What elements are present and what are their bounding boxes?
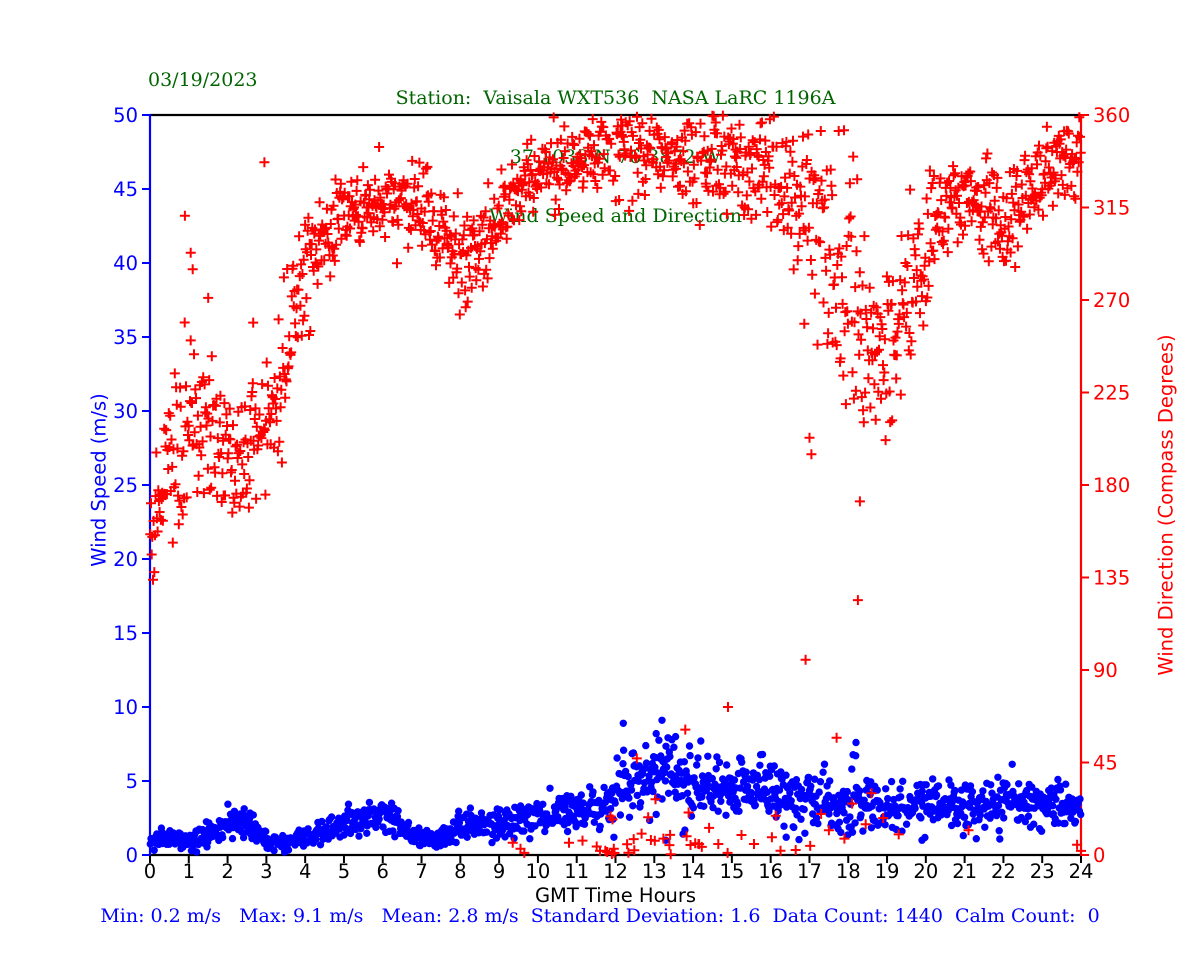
x-tick-label: 10 (526, 860, 551, 883)
y-left-tick-label: 20 (113, 548, 138, 571)
y-right-tick-label: 225 (1093, 382, 1130, 405)
y-right-tick-label: 0 (1093, 844, 1105, 867)
station-title-line: Station: Vaisala WXT536 NASA LaRC 1196A (395, 87, 836, 110)
y-right-tick-label: 360 (1093, 104, 1130, 127)
y-left-tick-label: 15 (113, 622, 138, 645)
y-right-tick-label: 315 (1093, 197, 1130, 220)
x-tick-label: 7 (415, 860, 427, 883)
x-tick-label: 18 (836, 860, 861, 883)
y-right-tick-label: 45 (1093, 752, 1118, 775)
x-tick-label: 12 (603, 860, 628, 883)
x-tick-label: 23 (1030, 860, 1055, 883)
date-label: 03/19/2023 (148, 69, 258, 91)
x-tick-label: 16 (758, 860, 783, 883)
wind-direction-points (145, 110, 1086, 860)
y-left-axis-label: Wind Speed (m/s) (87, 393, 111, 567)
x-tick-label: 21 (952, 860, 977, 883)
x-tick-label: 20 (913, 860, 938, 883)
x-tick-label: 3 (260, 860, 272, 883)
y-left-tick-label: 0 (126, 844, 138, 867)
y-left-tick-label: 25 (113, 474, 138, 497)
y-left-tick-label: 35 (113, 326, 138, 349)
x-tick-label: 4 (299, 860, 311, 883)
y-left-tick-label: 45 (113, 178, 138, 201)
x-tick-label: 8 (454, 860, 466, 883)
x-axis-label: GMT Time Hours (534, 884, 697, 907)
y-left-tick-label: 5 (126, 770, 138, 793)
x-tick-label: 6 (377, 860, 389, 883)
stats-line: Min: 0.2 m/s Max: 9.1 m/s Mean: 2.8 m/s … (100, 905, 1100, 927)
y-left-tick-label: 30 (113, 400, 138, 423)
y-right-tick-label: 180 (1093, 474, 1130, 497)
x-tick-label: 24 (1069, 860, 1094, 883)
y-left-tick-label: 10 (113, 696, 138, 719)
x-tick-label: 9 (493, 860, 505, 883)
x-tick-label: 0 (144, 860, 156, 883)
x-tick-label: 14 (681, 860, 706, 883)
x-tick-label: 19 (875, 860, 900, 883)
y-right-tick-label: 270 (1093, 289, 1130, 312)
x-tick-label: 2 (221, 860, 233, 883)
wind-speed-points (146, 716, 1085, 856)
x-tick-label: 1 (183, 860, 195, 883)
x-tick-label: 15 (719, 860, 744, 883)
y-right-axis-label: Wind Direction (Compass Degrees) (1154, 334, 1178, 676)
y-left-tick-label: 40 (113, 252, 138, 275)
y-right-tick-label: 90 (1093, 659, 1118, 682)
x-tick-label: 11 (564, 860, 589, 883)
x-tick-label: 22 (991, 860, 1016, 883)
x-tick-label: 17 (797, 860, 822, 883)
y-right-tick-label: 135 (1093, 567, 1130, 590)
x-tick-label: 13 (642, 860, 667, 883)
y-left-tick-label: 50 (113, 104, 138, 127)
x-tick-label: 5 (338, 860, 350, 883)
